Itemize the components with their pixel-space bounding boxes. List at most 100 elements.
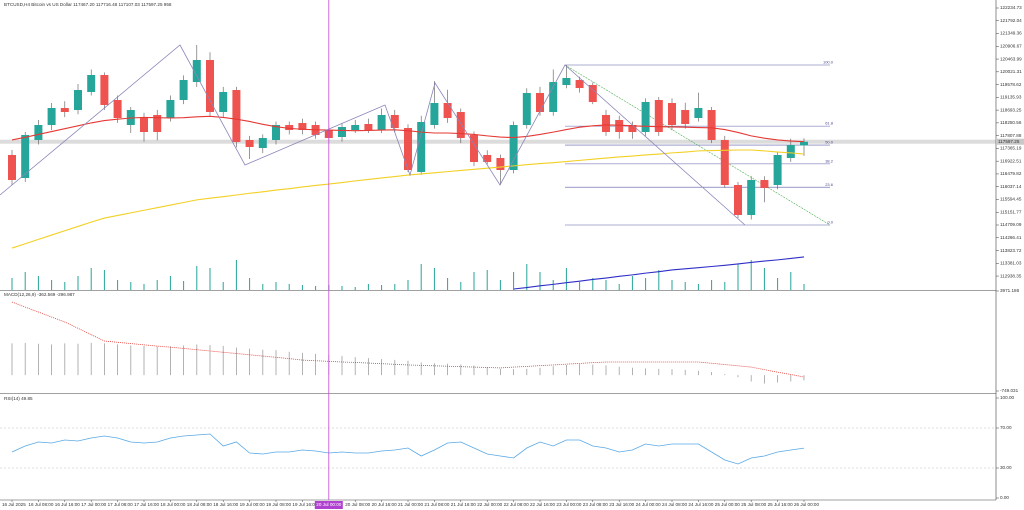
fib-label: 38.2 (825, 158, 834, 163)
volume-bar (367, 284, 369, 290)
macd-bar (11, 343, 13, 376)
fib-trend (564, 64, 831, 226)
macd-bar (77, 343, 79, 376)
candle-body (298, 122, 307, 130)
y-tick-label: -749.031 (1000, 388, 1019, 393)
volume-bar (790, 272, 792, 290)
volume-bar (552, 280, 554, 290)
candle-body (641, 101, 650, 133)
macd-bar (777, 375, 778, 383)
macd-bar (156, 346, 158, 376)
volume-bar (288, 284, 290, 290)
y-tick-label: 122234.73 (1000, 5, 1022, 10)
macd-bar (592, 364, 594, 376)
candle-body (153, 114, 162, 133)
y-tick-label: 118250.56 (1000, 120, 1022, 125)
candle-body (258, 138, 267, 149)
zigzag (0, 44, 746, 226)
candle-body (536, 92, 544, 113)
macd-bar (645, 368, 646, 376)
volume-bar (196, 266, 198, 290)
volume-bar (249, 278, 251, 290)
fib-label: 61.8 (825, 121, 834, 126)
candle-body (734, 185, 742, 215)
candle-body (628, 125, 637, 133)
candle-body (522, 92, 531, 126)
candle-body (588, 85, 597, 102)
cursor-label-box (314, 501, 343, 509)
macd-bar (566, 364, 567, 376)
volume-bar (750, 260, 752, 290)
x-tick-label: 25 Jul 00:00 (715, 502, 740, 507)
volume-bar (460, 282, 462, 290)
volume-bar (130, 282, 132, 290)
volume-bar (486, 270, 488, 290)
volume-bar (156, 280, 158, 290)
fib-label: 100.0 (823, 60, 834, 65)
volume-bar (394, 284, 396, 290)
candle-body (232, 89, 241, 143)
volume-bar (526, 264, 528, 290)
candle-body (34, 125, 43, 140)
volume-bar (11, 278, 13, 290)
volume-bar (618, 284, 620, 290)
volume-bar (24, 272, 26, 290)
y-tick-label: 120906.67 (1000, 44, 1022, 49)
macd-bar (632, 367, 633, 376)
volume-bar (235, 260, 237, 290)
macd-bar (434, 363, 435, 376)
macd-bar (618, 366, 620, 376)
macd-bar (341, 356, 343, 376)
x-tick-label: 19 Jul 08:00 (266, 502, 291, 507)
candle-body (245, 139, 254, 148)
candle-body (338, 126, 346, 138)
candle-body (179, 79, 188, 101)
candle-body (390, 114, 399, 129)
y-tick-label: 30.00 (1000, 465, 1012, 470)
y-tick-label: 117807.88 (1000, 133, 1022, 138)
candle-body (351, 125, 360, 130)
volume-bar (275, 282, 277, 290)
x-tick-label: 23 Jul 00:00 (556, 502, 581, 507)
candle-body (100, 75, 109, 105)
macd-bar (24, 342, 26, 376)
macd-bar (275, 350, 277, 376)
volume-bar (447, 278, 449, 290)
macd-title: MACD(12,26,9) -362.569 -296.987 (4, 292, 75, 297)
candle-body (60, 107, 69, 113)
x-tick-label: 16 Jul 2025 (2, 502, 26, 507)
volume-bar (658, 270, 660, 290)
bid-band (0, 139, 996, 144)
bid-label-box (996, 138, 1024, 145)
y-tick-label: 120021.31 (1000, 69, 1022, 74)
candle-body (602, 114, 610, 133)
volume-bar (671, 280, 673, 290)
candle-body (786, 145, 795, 158)
candle-body (140, 117, 148, 133)
y-tick-label: 121349.36 (1000, 31, 1022, 36)
macd-bar (117, 344, 118, 376)
macd-bar (500, 368, 501, 376)
macd-bar (236, 347, 237, 376)
macd-bar (750, 375, 752, 382)
volume-bar (90, 268, 92, 290)
macd-bar (605, 365, 607, 376)
macd-bar (315, 353, 316, 376)
volume-bar (407, 280, 409, 290)
cursor-label: 20 Jul 00:00 (316, 502, 341, 507)
macd-bar (539, 367, 541, 376)
candle-body (575, 79, 584, 89)
volume-bar (433, 268, 435, 290)
macd-bar (460, 364, 462, 376)
y-tick-label: 113381.03 (1000, 261, 1022, 266)
volume-bar (354, 287, 356, 290)
candle-body (430, 103, 439, 126)
y-tick-label: 121792.04 (1000, 18, 1022, 23)
volume-bar (763, 268, 765, 290)
volume-bar (592, 278, 594, 290)
candle-body (654, 100, 663, 133)
chart-title: BTCUSD,H4 Bitcoin vs US Dollar 117467.20… (4, 2, 172, 7)
candle-body (206, 60, 214, 113)
